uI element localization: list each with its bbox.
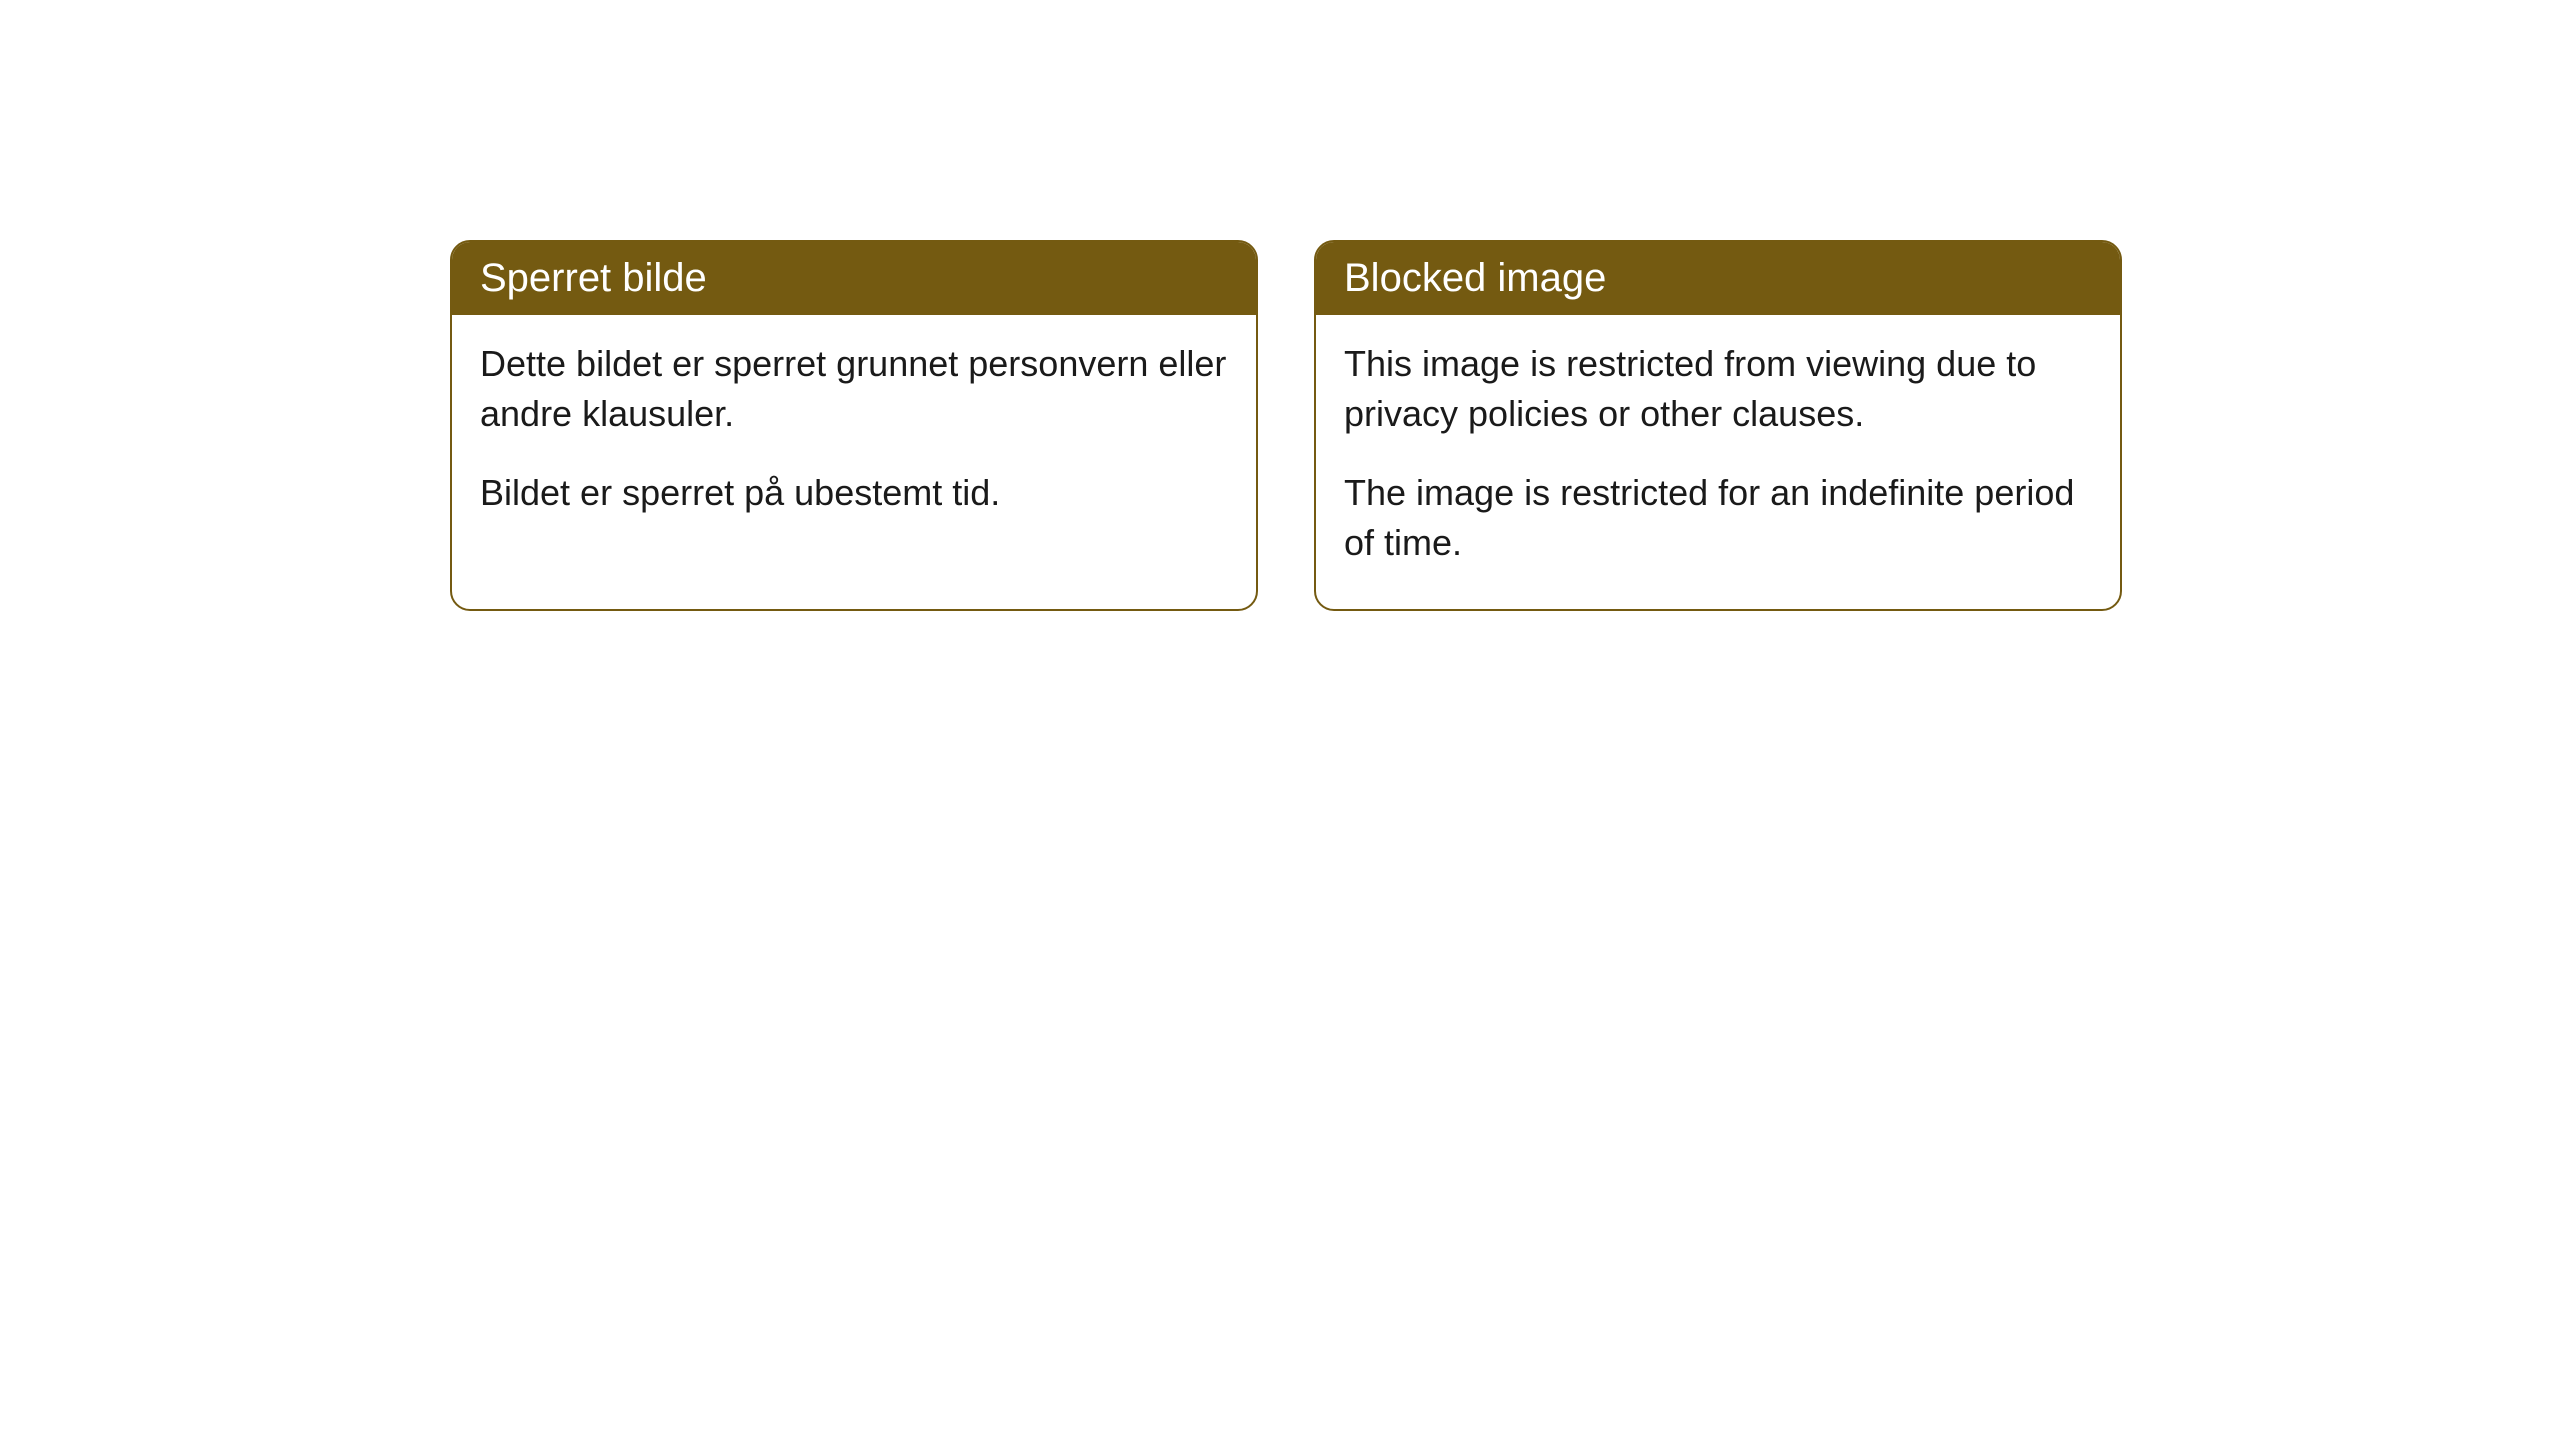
card-paragraph-1: Dette bildet er sperret grunnet personve… bbox=[480, 339, 1228, 440]
card-body: This image is restricted from viewing du… bbox=[1316, 315, 2120, 609]
card-header: Blocked image bbox=[1316, 242, 2120, 315]
card-paragraph-2: The image is restricted for an indefinit… bbox=[1344, 468, 2092, 569]
blocked-image-card-english: Blocked image This image is restricted f… bbox=[1314, 240, 2122, 611]
card-header: Sperret bilde bbox=[452, 242, 1256, 315]
cards-container: Sperret bilde Dette bildet er sperret gr… bbox=[450, 240, 2122, 611]
card-body: Dette bildet er sperret grunnet personve… bbox=[452, 315, 1256, 558]
card-paragraph-2: Bildet er sperret på ubestemt tid. bbox=[480, 468, 1228, 518]
card-title: Sperret bilde bbox=[480, 256, 707, 300]
card-paragraph-1: This image is restricted from viewing du… bbox=[1344, 339, 2092, 440]
blocked-image-card-norwegian: Sperret bilde Dette bildet er sperret gr… bbox=[450, 240, 1258, 611]
card-title: Blocked image bbox=[1344, 256, 1606, 300]
